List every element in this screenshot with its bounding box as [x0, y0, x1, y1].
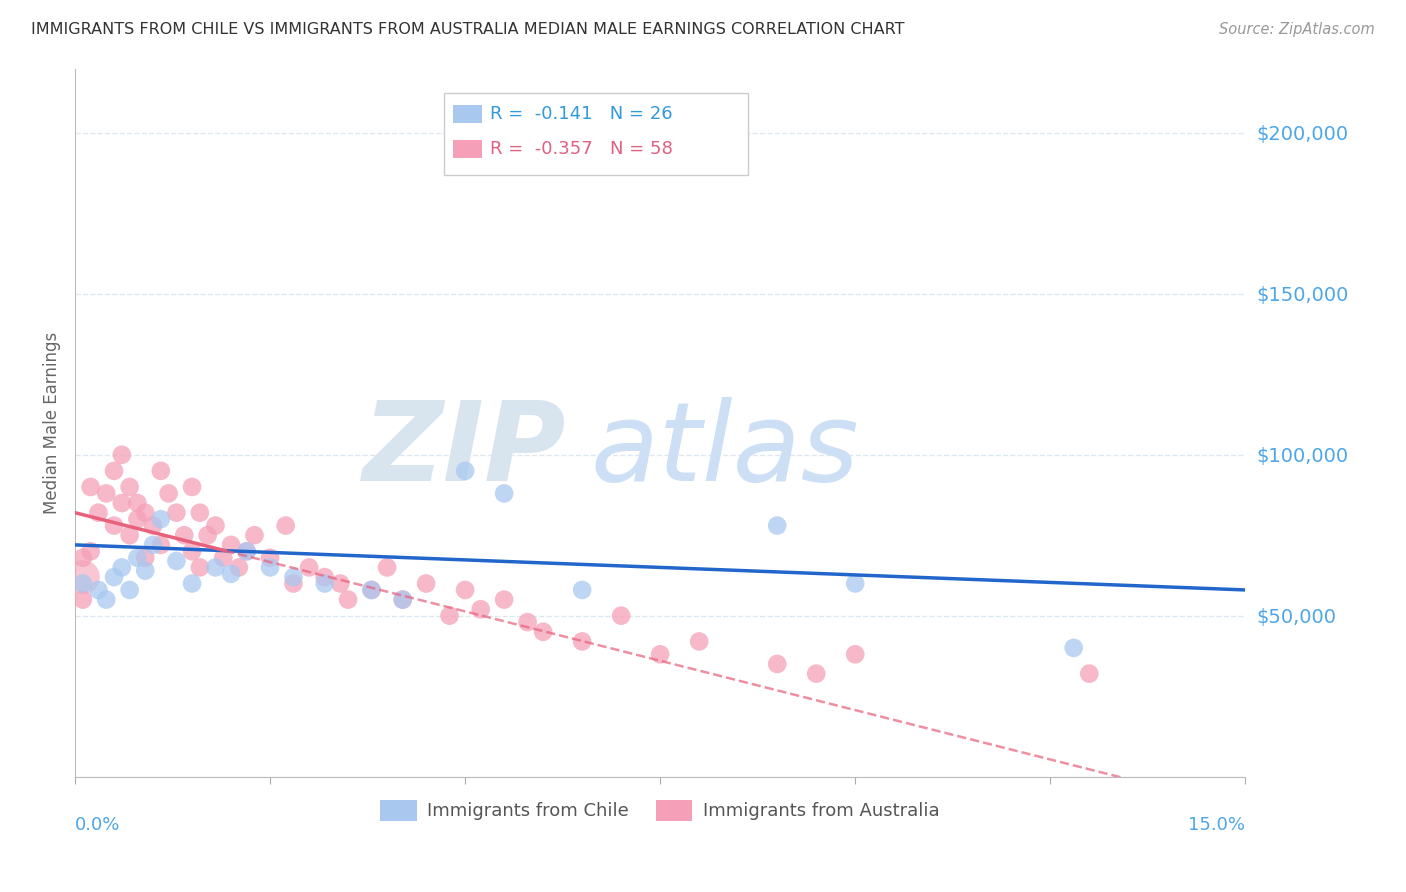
- Point: [127, 496, 149, 510]
- Point: [79, 480, 101, 494]
- Point: [415, 576, 437, 591]
- Point: [204, 518, 226, 533]
- Point: [173, 528, 195, 542]
- Point: [134, 564, 156, 578]
- Point: [298, 560, 321, 574]
- Point: [274, 518, 297, 533]
- Point: [688, 634, 710, 648]
- Point: [72, 570, 94, 584]
- Point: [1063, 640, 1085, 655]
- Point: [329, 576, 352, 591]
- Point: [204, 560, 226, 574]
- Point: [337, 592, 360, 607]
- Point: [650, 648, 672, 662]
- Point: [494, 592, 516, 607]
- Point: [72, 592, 94, 607]
- Point: [72, 576, 94, 591]
- Point: [283, 576, 305, 591]
- Point: [127, 512, 149, 526]
- Point: [165, 506, 187, 520]
- Point: [134, 506, 156, 520]
- Point: [360, 582, 382, 597]
- Legend: Immigrants from Chile, Immigrants from Australia: Immigrants from Chile, Immigrants from A…: [373, 792, 948, 828]
- Point: [87, 506, 110, 520]
- Point: [610, 608, 633, 623]
- Point: [531, 624, 554, 639]
- Point: [142, 518, 165, 533]
- Point: [181, 576, 204, 591]
- Point: [103, 570, 125, 584]
- Point: [149, 538, 172, 552]
- Bar: [453, 140, 482, 159]
- Point: [111, 448, 134, 462]
- Point: [181, 544, 204, 558]
- Point: [103, 464, 125, 478]
- Point: [165, 554, 187, 568]
- Point: [259, 550, 281, 565]
- Point: [439, 608, 461, 623]
- Point: [188, 560, 211, 574]
- Point: [259, 560, 281, 574]
- Point: [391, 592, 413, 607]
- Point: [516, 615, 538, 629]
- Point: [243, 528, 266, 542]
- Point: [87, 582, 110, 597]
- Point: [212, 550, 235, 565]
- Point: [111, 496, 134, 510]
- Point: [149, 464, 172, 478]
- Point: [375, 560, 398, 574]
- Point: [96, 486, 118, 500]
- Text: ZIP: ZIP: [363, 398, 567, 504]
- Bar: [453, 104, 482, 123]
- Text: 15.0%: 15.0%: [1188, 815, 1246, 833]
- Text: 0.0%: 0.0%: [75, 815, 121, 833]
- Point: [806, 666, 828, 681]
- Point: [766, 518, 789, 533]
- Point: [470, 602, 492, 616]
- Point: [219, 538, 242, 552]
- Point: [134, 550, 156, 565]
- Point: [1078, 666, 1101, 681]
- Point: [219, 566, 242, 581]
- Point: [72, 550, 94, 565]
- Point: [571, 582, 593, 597]
- Point: [142, 538, 165, 552]
- Point: [181, 480, 204, 494]
- Text: R =  -0.357   N = 58: R = -0.357 N = 58: [491, 140, 673, 158]
- Point: [235, 544, 257, 558]
- Text: R =  -0.141   N = 26: R = -0.141 N = 26: [491, 105, 673, 123]
- FancyBboxPatch shape: [444, 94, 748, 175]
- Point: [157, 486, 180, 500]
- Point: [118, 528, 141, 542]
- Point: [283, 570, 305, 584]
- Text: atlas: atlas: [591, 398, 859, 504]
- Text: IMMIGRANTS FROM CHILE VS IMMIGRANTS FROM AUSTRALIA MEDIAN MALE EARNINGS CORRELAT: IMMIGRANTS FROM CHILE VS IMMIGRANTS FROM…: [31, 22, 904, 37]
- Point: [571, 634, 593, 648]
- Point: [96, 592, 118, 607]
- Text: Source: ZipAtlas.com: Source: ZipAtlas.com: [1219, 22, 1375, 37]
- Point: [844, 648, 866, 662]
- Point: [454, 582, 477, 597]
- Point: [118, 582, 141, 597]
- Point: [314, 576, 336, 591]
- Point: [766, 657, 789, 671]
- Point: [228, 560, 250, 574]
- Point: [314, 570, 336, 584]
- Point: [188, 506, 211, 520]
- Point: [494, 486, 516, 500]
- Y-axis label: Median Male Earnings: Median Male Earnings: [44, 332, 60, 514]
- Point: [103, 518, 125, 533]
- Point: [391, 592, 413, 607]
- Point: [844, 576, 866, 591]
- Point: [235, 544, 257, 558]
- Point: [149, 512, 172, 526]
- Point: [360, 582, 382, 597]
- Point: [79, 544, 101, 558]
- Point: [127, 550, 149, 565]
- Point: [111, 560, 134, 574]
- Point: [118, 480, 141, 494]
- Point: [197, 528, 219, 542]
- Point: [454, 464, 477, 478]
